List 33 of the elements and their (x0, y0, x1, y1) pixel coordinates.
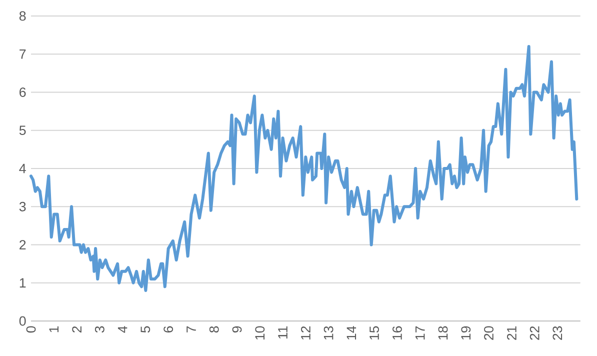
y-tick-label: 2 (20, 240, 26, 250)
y-tick-label: 7 (20, 50, 26, 59)
y-tick-label: 0 (19, 316, 26, 326)
x-tick-label: 17 (416, 326, 425, 340)
y-tick-label: 5 (19, 126, 26, 136)
x-tick-label: 6 (164, 326, 174, 332)
x-tick-label: 18 (438, 326, 448, 340)
x-tick-label: 19 (461, 326, 471, 340)
x-tick-label: 7 (186, 326, 196, 332)
x-tick-label: 4 (118, 326, 128, 333)
y-tick-label: 1 (20, 278, 26, 288)
x-tick-label: 22 (530, 326, 540, 340)
y-tick-label: 4 (19, 164, 26, 174)
x-tick-label: 13 (324, 326, 334, 340)
x-tick-label: 1 (49, 326, 58, 332)
x-tick-label: 3 (94, 326, 104, 333)
x-tick-label: 9 (232, 326, 242, 332)
x-tick-label: 11 (278, 326, 288, 339)
x-tick-label: 15 (370, 326, 379, 340)
x-tick-label: 20 (484, 326, 494, 340)
x-tick-label: 14 (346, 326, 356, 340)
x-tick-label: 2 (72, 326, 82, 332)
x-tick-label: 0 (26, 326, 36, 333)
y-tick-label: 6 (20, 88, 26, 97)
x-tick-label: 23 (552, 326, 562, 340)
x-tick-label: 21 (507, 326, 516, 340)
y-tick-label: 8 (19, 11, 26, 21)
x-tick-label: 8 (209, 326, 219, 333)
x-tick-label: 12 (301, 326, 310, 340)
x-tick-label: 5 (140, 326, 150, 333)
y-tick-label: 3 (19, 202, 26, 212)
x-tick-label: 10 (255, 326, 265, 340)
x-tick-label: 16 (392, 326, 402, 340)
